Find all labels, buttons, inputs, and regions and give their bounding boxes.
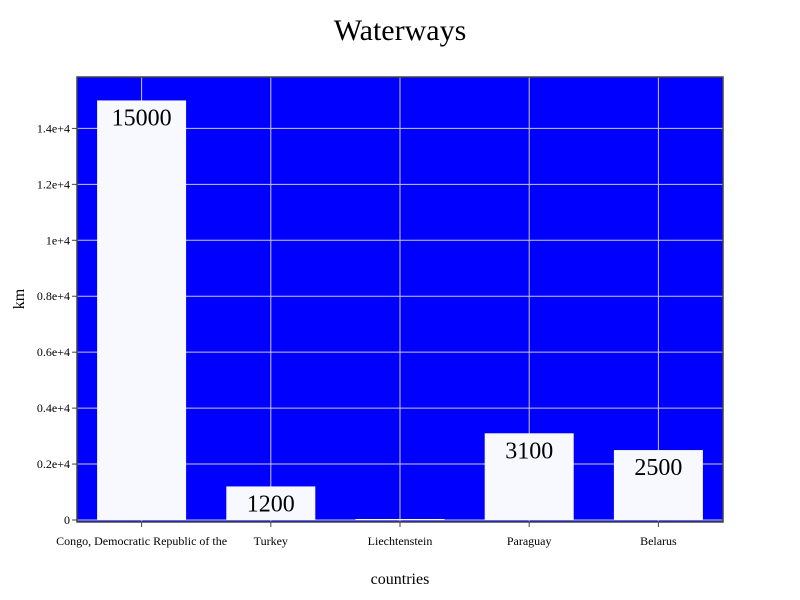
bar (355, 519, 445, 520)
data-labels: 15000 1200 3100 2500 (112, 105, 683, 517)
bar (226, 486, 316, 520)
y-tick-label: 0.2e+4 (37, 457, 70, 471)
x-axis-title: countries (371, 571, 430, 588)
bar (97, 100, 187, 520)
y-tick-label: 0.4e+4 (37, 401, 70, 415)
x-tick-label: Paraguay (507, 534, 552, 548)
x-axis-ticks: Congo, Democratic Republic of the Turkey L… (56, 522, 677, 548)
y-tick-label: 1.2e+4 (37, 177, 70, 191)
x-tick-label: Belarus (640, 534, 677, 548)
bar (484, 433, 574, 520)
y-axis-ticks: 0 0.2e+4 0.4e+4 0.6e+4 0.8e+4 1e+4 1.2e+4 1.4e+… (37, 121, 77, 527)
y-tick-label: 1.4e+4 (37, 121, 70, 135)
bar-data-label: 1200 (247, 491, 295, 517)
bar-data-label: 3100 (505, 438, 553, 464)
y-tick-label: 1e+4 (46, 233, 70, 247)
bar-data-label: 15000 (112, 105, 172, 131)
y-axis-title: km (11, 288, 28, 309)
y-tick-label: 0 (64, 513, 70, 527)
chart-title: Waterways (334, 14, 467, 47)
bar-data-label: 2500 (634, 455, 682, 481)
y-tick-label: 0.6e+4 (37, 345, 70, 359)
x-tick-label: Liechtenstein (368, 534, 433, 548)
y-tick-label: 0.8e+4 (37, 289, 70, 303)
bars (97, 100, 703, 520)
x-tick-label: Turkey (254, 534, 288, 548)
bar (613, 450, 703, 520)
x-tick-label: Congo, Democratic Republic of the (56, 534, 227, 548)
